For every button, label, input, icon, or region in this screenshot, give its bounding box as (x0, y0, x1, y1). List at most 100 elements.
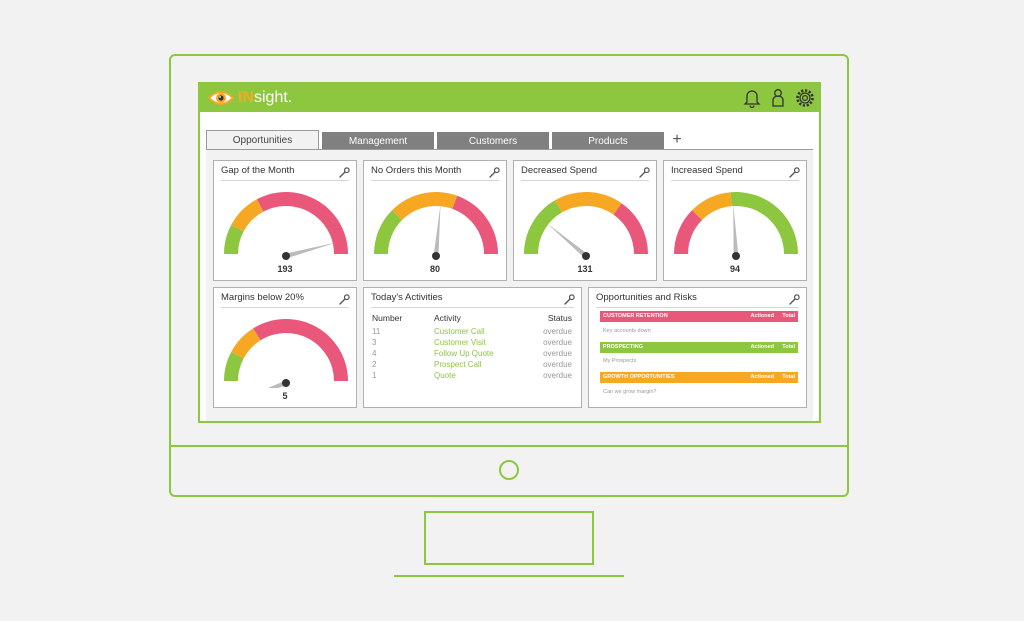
gauge-hub (732, 252, 740, 260)
risk-total: Total (782, 374, 795, 380)
gauge-segment (224, 224, 244, 254)
gauge-segment (256, 192, 348, 254)
risk-bar-growth-opportunities[interactable]: GROWTH OPPORTUNITIES Actioned Total (600, 372, 798, 383)
card-title: Margins below 20% (221, 292, 304, 303)
card-title: Increased Spend (671, 165, 743, 176)
user-icon[interactable] (769, 88, 787, 108)
gear-icon[interactable] (795, 88, 814, 108)
column-header-number: Number (372, 313, 403, 323)
gauge-needle (433, 204, 441, 257)
gauge-card-increased-spend: Increased Spend 94 (663, 160, 807, 281)
activity-number: 4 (372, 349, 377, 358)
gauge-segment (452, 195, 498, 254)
activity-link[interactable]: Follow Up Quote (434, 349, 494, 358)
gauge-needle (546, 222, 588, 258)
gauge-value: 94 (729, 264, 740, 274)
wrench-icon[interactable] (564, 292, 575, 305)
opportunities-risks-card: Opportunities and Risks CUSTOMER RETENTI… (588, 287, 807, 408)
table-row[interactable]: 3 Customer Visit overdue (372, 337, 572, 348)
divider (221, 180, 349, 181)
card-title: Opportunities and Risks (596, 292, 697, 303)
activity-number: 3 (372, 338, 377, 347)
logo-text: INsight. (238, 87, 292, 109)
gauge-segment (674, 210, 703, 254)
column-header-status: Status (547, 313, 572, 323)
gauge-value: 193 (277, 264, 293, 274)
activity-number: 11 (372, 327, 381, 336)
gauge-value: 131 (577, 264, 593, 274)
gauge-segment (555, 192, 622, 215)
risk-description: My Prospects (603, 358, 637, 364)
risk-bar-prospecting[interactable]: PROSPECTING Actioned Total (600, 342, 798, 353)
bell-icon[interactable] (743, 88, 761, 109)
divider (671, 180, 799, 181)
dashboard-content: Gap of the Month 193 No Orders this Mont… (206, 149, 813, 421)
gauge-segment (374, 210, 403, 254)
gauge-needle (733, 204, 739, 257)
activity-link[interactable]: Customer Call (434, 327, 485, 336)
gauge-segment (253, 319, 348, 381)
eye-logo-icon (208, 91, 234, 105)
gauge (374, 192, 498, 260)
card-title: No Orders this Month (371, 165, 462, 176)
activity-status: overdue (543, 338, 572, 347)
monitor-stand (424, 511, 594, 565)
activity-link[interactable]: Prospect Call (434, 360, 482, 369)
table-row[interactable]: 2 Prospect Call overdue (372, 359, 572, 370)
divider (371, 180, 499, 181)
wrench-icon[interactable] (789, 165, 800, 178)
gauge-segment (392, 192, 458, 221)
gauge-card-no-orders: No Orders this Month 80 (363, 160, 507, 281)
gauge-hub (432, 252, 440, 260)
logo-prefix: IN (238, 89, 254, 106)
table-row[interactable]: 1 Quote overdue (372, 370, 572, 381)
risk-bar-customer-retention[interactable]: CUSTOMER RETENTION Actioned Total (600, 311, 798, 322)
table-row[interactable]: 11 Customer Call overdue (372, 326, 572, 337)
gauge-segment (224, 351, 244, 381)
gauge-segment (613, 203, 648, 254)
app-header: INsight. (200, 84, 819, 112)
gauge-needle (285, 242, 337, 259)
gauge-needle (267, 380, 287, 388)
divider (221, 307, 349, 308)
tab-bar: Opportunities Management Customers Produ… (206, 130, 684, 150)
gauge (524, 192, 648, 260)
wrench-icon[interactable] (789, 292, 800, 305)
card-title: Gap of the Month (221, 165, 295, 176)
wrench-icon[interactable] (489, 165, 500, 178)
activities-card: Today's Activities Number Activity Statu… (363, 287, 582, 408)
activity-number: 1 (372, 371, 377, 380)
gauge-segment (231, 199, 264, 232)
tab-opportunities[interactable]: Opportunities (206, 130, 319, 150)
wrench-icon[interactable] (339, 165, 350, 178)
card-title: Decreased Spend (521, 165, 598, 176)
tab-management[interactable]: Management (322, 132, 434, 150)
gauge-hub (582, 252, 590, 260)
risk-actioned: Actioned (750, 374, 774, 380)
tab-customers[interactable]: Customers (437, 132, 549, 150)
activity-link[interactable]: Quote (434, 371, 456, 380)
activity-link[interactable]: Customer Visit (434, 338, 486, 347)
app-screen: INsight. Opportunities Management Custom… (198, 82, 821, 423)
risk-description: Can we grow margin? (603, 389, 657, 395)
gauge-card-gap-of-the-month: Gap of the Month 193 (213, 160, 357, 281)
wrench-icon[interactable] (339, 292, 350, 305)
app-logo[interactable]: INsight. (208, 87, 292, 109)
risk-label: PROSPECTING (603, 344, 644, 350)
risk-label: GROWTH OPPORTUNITIES (603, 374, 675, 380)
power-button[interactable] (499, 460, 519, 480)
gauge (224, 192, 348, 260)
table-row[interactable]: 4 Follow Up Quote overdue (372, 348, 572, 359)
activity-status: overdue (543, 371, 572, 380)
risk-actioned: Actioned (750, 313, 774, 319)
gauge-segment (692, 192, 732, 221)
add-tab-button[interactable]: + (672, 131, 682, 148)
tab-products[interactable]: Products (552, 132, 664, 150)
activity-status: overdue (543, 360, 572, 369)
gauge-card-decreased-spend: Decreased Spend 131 (513, 160, 657, 281)
activities-table: Number Activity Status 11 Customer Call … (372, 313, 572, 381)
gauge-segment (524, 200, 562, 254)
wrench-icon[interactable] (639, 165, 650, 178)
gauge (224, 319, 348, 388)
gauge-value: 80 (429, 264, 440, 274)
